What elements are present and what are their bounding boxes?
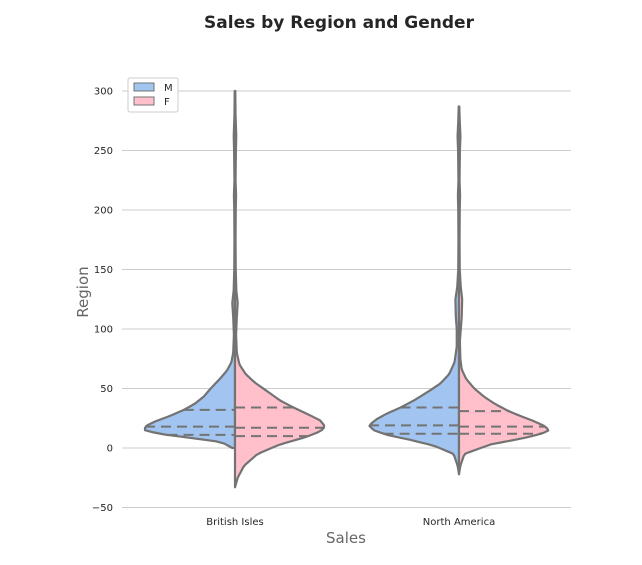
y-tick-labels: −50 0 50 100 150 200 250 300 — [92, 87, 113, 515]
x-axis-label: Sales — [326, 529, 366, 547]
violin-half-f-british-isles — [233, 89, 326, 489]
legend-label-f: F — [164, 97, 170, 108]
y-tick-label: 100 — [94, 325, 113, 336]
legend-label-m: M — [164, 83, 173, 94]
y-tick-label: 150 — [94, 265, 113, 276]
x-tick-label: North America — [423, 517, 495, 528]
y-tick-label: 200 — [94, 206, 113, 217]
chart-title: Sales by Region and Gender — [204, 13, 475, 33]
violin-half-m-north-america — [368, 105, 461, 476]
y-tick-label: −50 — [92, 503, 113, 514]
violin-half-f-north-america — [457, 105, 550, 476]
y-tick-label: 250 — [94, 146, 113, 157]
legend: MF — [127, 77, 179, 113]
violins — [143, 89, 550, 489]
x-tick-labels: British Isles North America — [206, 517, 495, 528]
y-axis-label: Region — [74, 266, 92, 317]
y-tick-label: 0 — [107, 444, 113, 455]
x-tick-label: British Isles — [206, 517, 263, 528]
y-tick-label: 300 — [94, 87, 113, 98]
legend-swatch-f — [133, 96, 155, 106]
gridlines — [122, 90, 571, 508]
legend-swatch-m — [133, 82, 155, 92]
y-tick-label: 50 — [100, 384, 113, 395]
